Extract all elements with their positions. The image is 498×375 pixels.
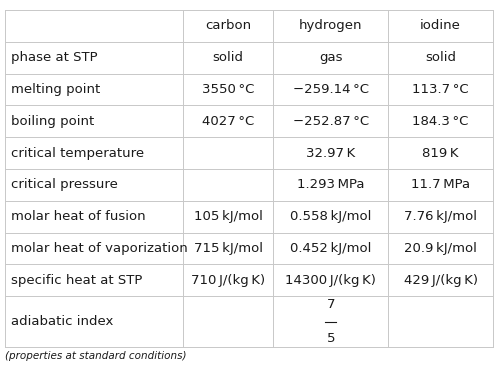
Text: adiabatic index: adiabatic index [11, 315, 114, 328]
Text: 7: 7 [327, 298, 335, 311]
Text: critical pressure: critical pressure [11, 178, 118, 191]
Text: carbon: carbon [205, 20, 251, 32]
Text: critical temperature: critical temperature [11, 147, 144, 160]
Text: 184.3 °C: 184.3 °C [412, 115, 469, 128]
Text: 5: 5 [327, 332, 335, 345]
Text: gas: gas [319, 51, 343, 64]
Text: melting point: melting point [11, 83, 100, 96]
Text: 3550 °C: 3550 °C [202, 83, 254, 96]
Text: 1.293 MPa: 1.293 MPa [297, 178, 365, 191]
Text: 0.452 kJ/mol: 0.452 kJ/mol [290, 242, 372, 255]
Text: (properties at standard conditions): (properties at standard conditions) [5, 351, 186, 361]
Text: 7.76 kJ/mol: 7.76 kJ/mol [404, 210, 477, 223]
Text: solid: solid [213, 51, 244, 64]
Text: 20.9 kJ/mol: 20.9 kJ/mol [404, 242, 477, 255]
Text: 429 J/(kg K): 429 J/(kg K) [403, 274, 478, 287]
Text: 14300 J/(kg K): 14300 J/(kg K) [285, 274, 376, 287]
Text: hydrogen: hydrogen [299, 20, 363, 32]
Text: 11.7 MPa: 11.7 MPa [411, 178, 470, 191]
Text: −259.14 °C: −259.14 °C [293, 83, 369, 96]
Text: specific heat at STP: specific heat at STP [11, 274, 142, 287]
Text: 113.7 °C: 113.7 °C [412, 83, 469, 96]
Text: molar heat of vaporization: molar heat of vaporization [11, 242, 188, 255]
Text: solid: solid [425, 51, 456, 64]
Text: 0.558 kJ/mol: 0.558 kJ/mol [290, 210, 372, 223]
Text: 4027 °C: 4027 °C [202, 115, 254, 128]
Text: −252.87 °C: −252.87 °C [293, 115, 369, 128]
Text: iodine: iodine [420, 20, 461, 32]
Text: boiling point: boiling point [11, 115, 94, 128]
Text: 105 kJ/mol: 105 kJ/mol [194, 210, 263, 223]
Text: phase at STP: phase at STP [11, 51, 98, 64]
Text: 819 K: 819 K [422, 147, 459, 160]
Text: 32.97 K: 32.97 K [306, 147, 356, 160]
Text: 715 kJ/mol: 715 kJ/mol [194, 242, 263, 255]
Text: 710 J/(kg K): 710 J/(kg K) [191, 274, 265, 287]
Text: molar heat of fusion: molar heat of fusion [11, 210, 145, 223]
